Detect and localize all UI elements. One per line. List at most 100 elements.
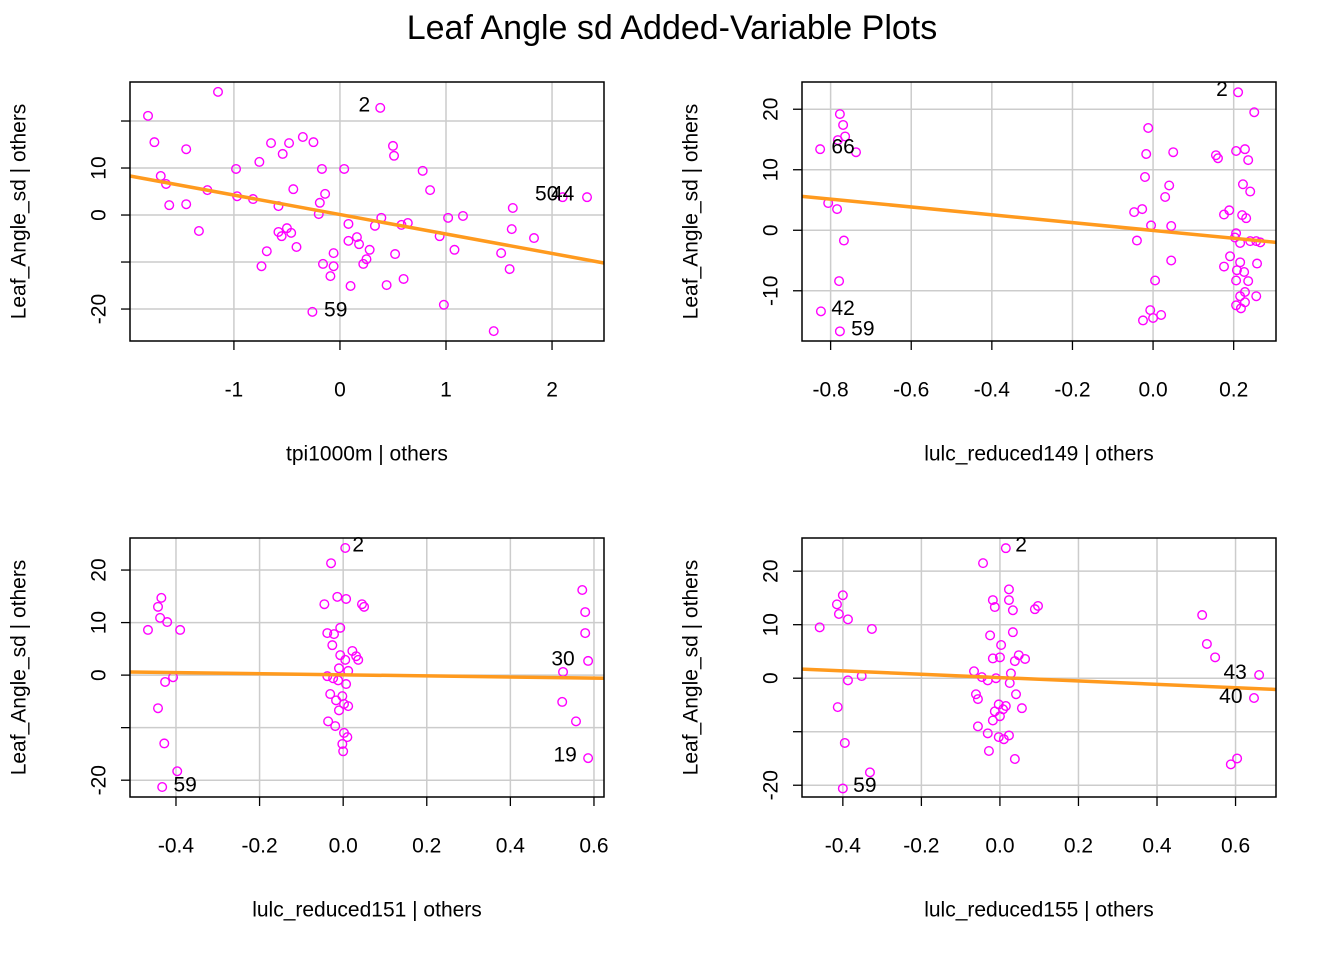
y-tick-label: 0 — [88, 669, 111, 681]
point — [330, 721, 341, 732]
y-axis-title: Leaf_Angle_sd | others — [8, 104, 31, 320]
point — [1231, 275, 1242, 286]
point — [1129, 207, 1140, 218]
point — [1003, 595, 1014, 606]
point — [983, 745, 994, 756]
point — [1210, 150, 1221, 161]
point-label: 2 — [352, 533, 364, 556]
point — [331, 695, 342, 706]
point — [1251, 291, 1262, 302]
point — [361, 254, 372, 265]
point-label: 40 — [1219, 685, 1242, 708]
point — [1225, 251, 1236, 262]
y-tick-label: 0 — [760, 224, 783, 236]
y-axis-title: Leaf_Angle_sd | others — [680, 560, 703, 776]
point — [1143, 122, 1154, 133]
x-axis-title: tpi1000m | others — [286, 443, 448, 466]
point-label: 2 — [1216, 78, 1228, 101]
point — [1210, 652, 1221, 663]
point-label: 19 — [553, 744, 576, 767]
point — [1168, 147, 1179, 158]
point — [972, 721, 983, 732]
point — [1219, 209, 1230, 220]
point — [1197, 610, 1208, 621]
point — [364, 244, 375, 255]
point — [343, 701, 354, 712]
point — [832, 204, 843, 215]
point — [345, 281, 356, 292]
point — [308, 137, 319, 148]
point — [580, 607, 591, 618]
point-label: 66 — [831, 136, 854, 159]
plot-frame — [801, 537, 1277, 798]
point — [1000, 543, 1011, 554]
fit-line — [129, 174, 605, 265]
point — [142, 624, 153, 635]
point — [1231, 300, 1242, 311]
point — [842, 675, 853, 686]
point — [1140, 172, 1151, 183]
x-tick-label: -1 — [225, 379, 244, 402]
x-axis-title: lulc_reduced155 | others — [924, 899, 1154, 922]
point — [1000, 701, 1011, 712]
point — [341, 593, 352, 604]
y-tick-label: 0 — [760, 672, 783, 684]
point — [1164, 180, 1175, 191]
y-tick-label: -20 — [88, 765, 111, 795]
point — [1009, 754, 1020, 765]
point — [317, 258, 328, 269]
point — [340, 542, 351, 553]
y-tick-label: 20 — [760, 98, 783, 121]
point — [1166, 221, 1177, 232]
point — [322, 628, 333, 639]
point — [583, 655, 594, 666]
y-tick-label: 0 — [88, 209, 111, 221]
point — [327, 640, 338, 651]
point — [570, 716, 581, 727]
point — [159, 738, 170, 749]
point — [1131, 235, 1142, 246]
point — [351, 232, 362, 243]
x-tick-label: -0.2 — [241, 835, 277, 858]
point — [164, 200, 175, 211]
x-tick-label: -0.4 — [158, 835, 195, 858]
point — [577, 585, 588, 596]
x-tick-label: 1 — [440, 379, 452, 402]
point — [277, 148, 288, 159]
point — [815, 144, 826, 155]
point — [375, 102, 386, 113]
point — [529, 233, 540, 244]
point — [153, 601, 164, 612]
x-tick-label: -0.4 — [974, 379, 1011, 402]
point — [1243, 276, 1254, 287]
point — [328, 629, 339, 640]
x-axis-title: lulc_reduced149 | others — [924, 443, 1154, 466]
point — [343, 235, 354, 246]
point-label: 50 — [535, 182, 558, 205]
point — [354, 239, 365, 250]
point — [156, 592, 167, 603]
point-label: 59 — [324, 298, 347, 321]
point — [1235, 303, 1246, 314]
point — [333, 705, 344, 716]
point — [266, 138, 277, 149]
y-tick-label: -20 — [760, 770, 783, 800]
point — [181, 199, 192, 210]
point — [1232, 753, 1243, 764]
point — [389, 150, 400, 161]
point — [326, 558, 337, 569]
point-label: 43 — [1223, 661, 1246, 684]
point — [833, 608, 844, 619]
point — [1241, 213, 1252, 224]
point — [1141, 149, 1152, 160]
point — [162, 617, 173, 628]
point — [1016, 703, 1027, 714]
point — [996, 640, 1007, 651]
point — [970, 689, 981, 700]
point-label: 30 — [551, 647, 574, 670]
point — [1254, 669, 1265, 680]
point — [1239, 267, 1250, 278]
point — [1160, 191, 1171, 202]
point — [341, 679, 352, 690]
point — [193, 226, 204, 237]
